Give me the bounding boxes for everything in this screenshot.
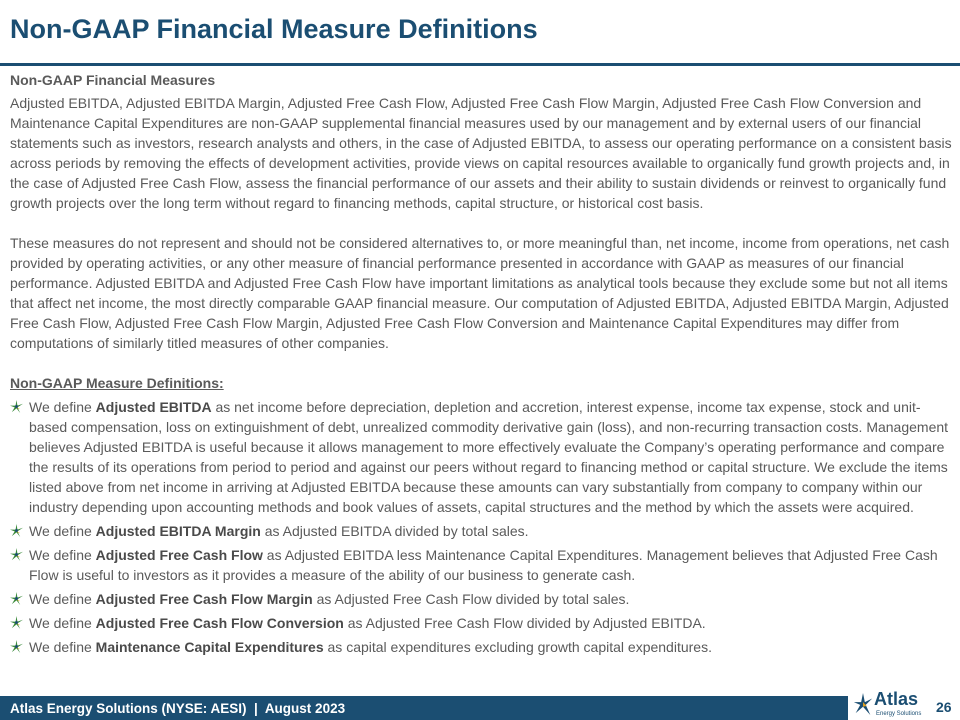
- page-number: 26: [936, 699, 952, 715]
- definition-text: as net income before depreciation, deple…: [29, 399, 949, 515]
- section-heading: Non-GAAP Financial Measures: [10, 72, 216, 88]
- definition-term: Adjusted Free Cash Flow Conversion: [95, 615, 344, 631]
- definition-term: Adjusted Free Cash Flow: [95, 547, 263, 563]
- definition-term: Adjusted EBITDA Margin: [95, 523, 261, 539]
- definition-item: We define Maintenance Capital Expenditur…: [10, 637, 956, 657]
- definition-term: Adjusted EBITDA: [95, 399, 212, 415]
- definition-item: We define Adjusted Free Cash Flow as Adj…: [10, 545, 956, 585]
- definition-text: as Adjusted EBITDA less Maintenance Capi…: [29, 547, 938, 583]
- definition-term: Maintenance Capital Expenditures: [95, 639, 324, 655]
- definition-text: as Adjusted Free Cash Flow divided by to…: [312, 591, 630, 607]
- definition-prefix: We define: [29, 523, 96, 539]
- definition-text: as Adjusted EBITDA divided by total sale…: [260, 523, 529, 539]
- logo-subtitle: Energy Solutions: [876, 711, 922, 717]
- definition-list: We define Adjusted EBITDA as net income …: [10, 397, 956, 657]
- footer-text: Atlas Energy Solutions (NYSE: AESI) | Au…: [10, 701, 346, 716]
- atlas-star-icon: [10, 548, 23, 561]
- definition-item: We define Adjusted Free Cash Flow Conver…: [10, 613, 956, 633]
- atlas-star-icon: [10, 640, 23, 653]
- section-heading: Non-GAAP Measure Definitions:: [10, 375, 224, 391]
- atlas-star-icon: [10, 592, 23, 605]
- definition-item: We define Adjusted Free Cash Flow Margin…: [10, 589, 956, 609]
- page-title: Non-GAAP Financial Measure Definitions: [10, 14, 538, 44]
- definition-prefix: We define: [29, 639, 96, 655]
- definition-prefix: We define: [29, 399, 96, 415]
- definition-text: as capital expenditures excluding growth…: [323, 639, 712, 655]
- logo-word: Atlas: [874, 689, 919, 709]
- atlas-star-icon: [10, 616, 23, 629]
- definition-text: as Adjusted Free Cash Flow divided by Ad…: [343, 615, 706, 631]
- definition-term: Adjusted Free Cash Flow Margin: [95, 591, 313, 607]
- paragraph: Adjusted EBITDA, Adjusted EBITDA Margin,…: [10, 95, 952, 211]
- footer-bar: Atlas Energy Solutions (NYSE: AESI) | Au…: [0, 696, 848, 720]
- definition-prefix: We define: [29, 591, 96, 607]
- definition-item: We define Adjusted EBITDA as net income …: [10, 397, 956, 517]
- atlas-star-icon: [10, 400, 23, 413]
- definition-prefix: We define: [29, 547, 96, 563]
- atlas-star-icon: [10, 524, 23, 537]
- atlas-star-icon: [853, 693, 873, 715]
- definition-item: We define Adjusted EBITDA Margin as Adju…: [10, 521, 956, 541]
- title-divider: [0, 63, 960, 66]
- paragraph: These measures do not represent and shou…: [10, 235, 950, 351]
- content: Non-GAAP Financial Measures Adjusted EBI…: [10, 70, 956, 661]
- definition-prefix: We define: [29, 615, 96, 631]
- atlas-logo: Atlas Energy Solutions: [852, 690, 928, 720]
